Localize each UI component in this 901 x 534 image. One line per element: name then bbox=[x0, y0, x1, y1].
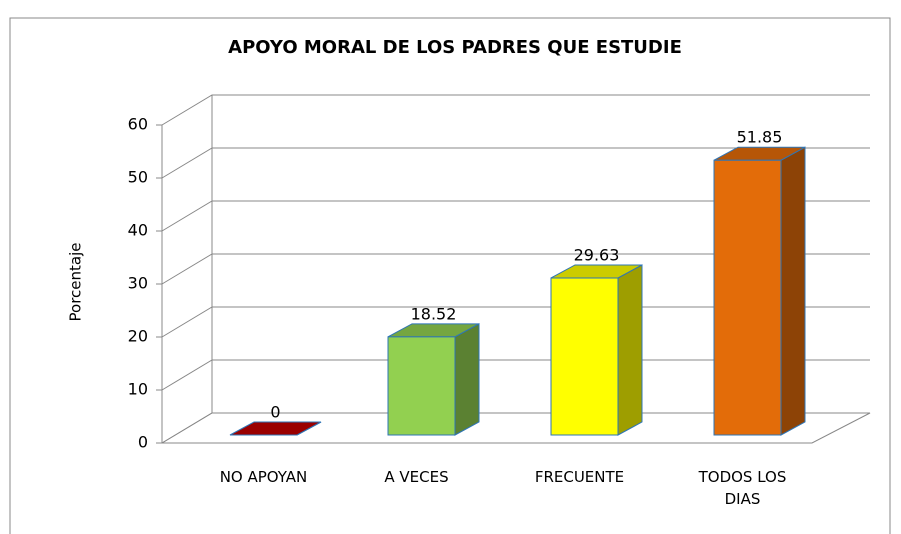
bar-side bbox=[780, 146, 806, 436]
value-label: 18.52 bbox=[411, 304, 457, 323]
value-label: 0 bbox=[270, 403, 280, 422]
bar bbox=[550, 264, 643, 436]
x-tick-label: NO APOYAN bbox=[219, 468, 308, 486]
y-tick-label: 20 bbox=[128, 327, 148, 346]
bar bbox=[229, 421, 322, 436]
grid-line bbox=[161, 306, 870, 338]
bar-front bbox=[713, 159, 782, 436]
bar-front bbox=[550, 277, 619, 436]
bar bbox=[713, 146, 806, 436]
grid-line bbox=[161, 253, 870, 285]
y-axis-label: Porcentaje bbox=[67, 243, 85, 322]
bar bbox=[387, 323, 480, 436]
chart-border bbox=[9, 17, 891, 534]
y-tick-label: 0 bbox=[138, 433, 148, 452]
bar-front bbox=[387, 336, 456, 436]
x-tick-label: TODOS LOS DIAS bbox=[698, 468, 787, 508]
bar-top bbox=[229, 421, 322, 436]
y-tick-label: 40 bbox=[128, 221, 148, 240]
y-tick-label: 50 bbox=[128, 168, 148, 187]
grid-line bbox=[161, 147, 870, 179]
grid-line bbox=[161, 412, 870, 444]
y-tick-label: 60 bbox=[128, 115, 148, 134]
x-tick-label: FRECUENTE bbox=[534, 468, 625, 486]
y-tick-label: 30 bbox=[128, 274, 148, 293]
grid-line bbox=[161, 200, 870, 232]
grid-line bbox=[161, 94, 870, 126]
value-label: 29.63 bbox=[574, 245, 620, 264]
bar-side bbox=[617, 264, 643, 436]
y-tick-label: 10 bbox=[128, 380, 148, 399]
value-label: 51.85 bbox=[737, 128, 783, 147]
x-tick-label: A VECES bbox=[384, 468, 449, 486]
bar-side bbox=[454, 323, 480, 436]
grid-line bbox=[161, 359, 870, 391]
chart-title: APOYO MORAL DE LOS PADRES QUE ESTUDIE bbox=[228, 37, 682, 58]
